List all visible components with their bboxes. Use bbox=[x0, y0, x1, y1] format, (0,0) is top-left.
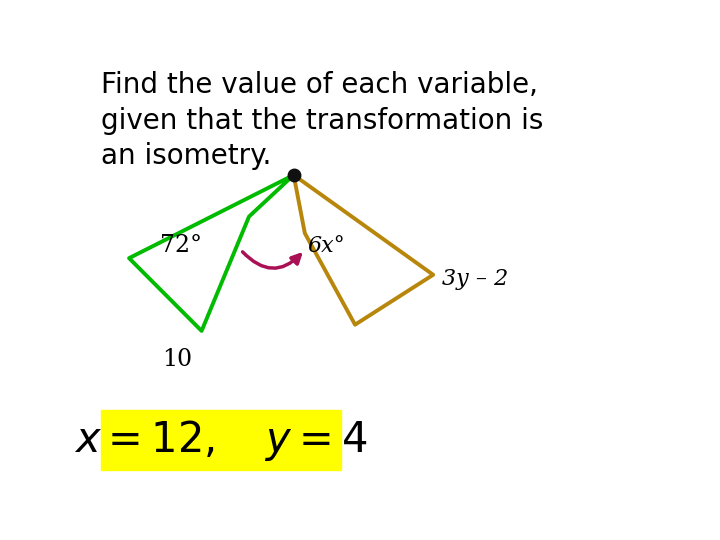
Text: 3y – 2: 3y – 2 bbox=[441, 268, 508, 290]
Text: 10: 10 bbox=[163, 348, 193, 370]
Text: 6x°: 6x° bbox=[307, 235, 346, 257]
FancyArrowPatch shape bbox=[243, 252, 300, 268]
Text: $x = 12, \quad y = 4$: $x = 12, \quad y = 4$ bbox=[74, 418, 368, 463]
Text: 72°: 72° bbox=[160, 234, 202, 257]
Text: Find the value of each variable,
given that the transformation is
an isometry.: Find the value of each variable, given t… bbox=[101, 71, 544, 171]
FancyBboxPatch shape bbox=[101, 410, 341, 470]
